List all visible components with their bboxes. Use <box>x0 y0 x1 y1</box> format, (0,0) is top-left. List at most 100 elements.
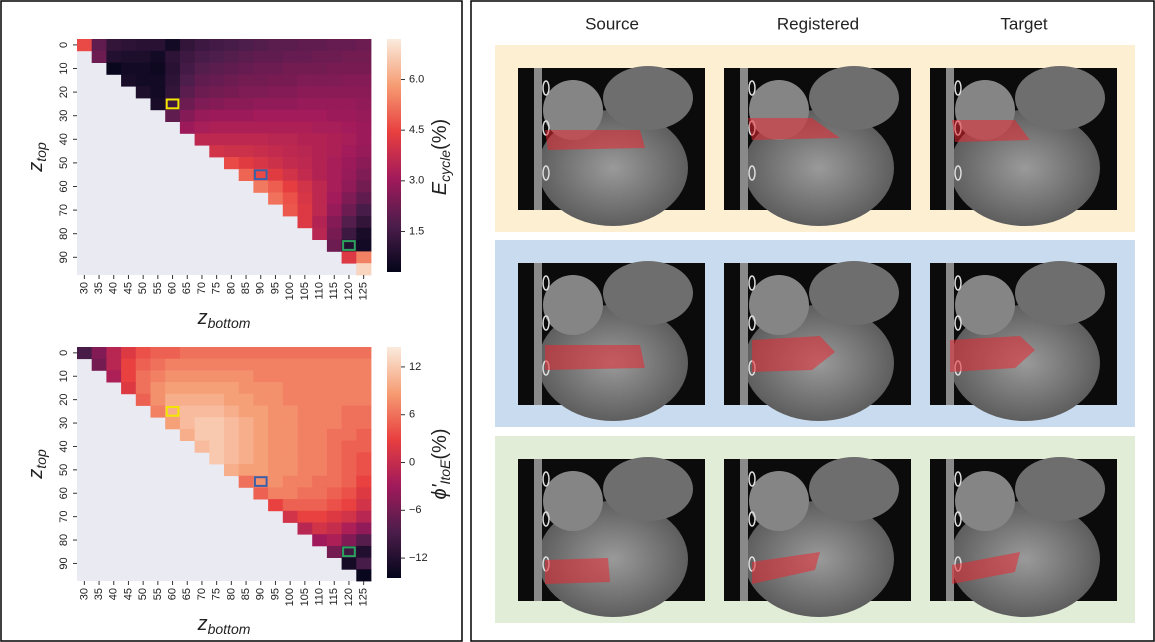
heatmap-cell <box>238 145 254 158</box>
x-tick-label: 80 <box>225 282 237 294</box>
ct-image <box>518 457 705 617</box>
heatmap-cell <box>312 417 328 430</box>
heatmap-cell <box>150 50 166 63</box>
heatmap-cell <box>253 62 269 75</box>
colorbar-tick-label: 6.0 <box>409 73 424 85</box>
heatmap-cell <box>209 133 225 146</box>
heatmap-cell <box>194 50 210 63</box>
x-tick-label: 55 <box>152 282 164 294</box>
heatmap-cell <box>238 417 254 430</box>
heatmap-cell <box>282 168 298 181</box>
heatmap-cell <box>356 358 372 371</box>
heatmap-cell <box>165 417 181 430</box>
ct-image <box>724 66 911 226</box>
heatmap-cell <box>165 74 181 87</box>
heatmap-cell <box>150 347 166 360</box>
ct-organ <box>809 457 899 521</box>
y-tick-label: 90 <box>58 251 70 263</box>
heatmap-cell <box>312 192 328 205</box>
heatmap-cell <box>282 86 298 99</box>
heatmap-cell <box>238 382 254 395</box>
heatmap-cell <box>326 121 342 134</box>
highlight-box <box>342 240 356 251</box>
ct-body-wall <box>740 263 748 405</box>
heatmap-cell <box>297 216 313 229</box>
heatmap-cell <box>224 347 240 360</box>
heatmap-cell <box>356 440 372 453</box>
axis-label-sub: top <box>33 449 49 469</box>
heatmap-cell <box>121 347 137 360</box>
heatmap-cell <box>268 39 284 52</box>
heatmap-cell <box>253 428 269 441</box>
x-tick-label: 35 <box>93 282 105 294</box>
heatmap-cell <box>326 440 342 453</box>
heatmap-cell <box>268 109 284 122</box>
heatmap-cell <box>341 464 357 477</box>
axis-label-sub: ItoE <box>437 459 453 485</box>
x-tick-label: 75 <box>211 282 223 294</box>
axis-label: ztop <box>25 449 48 480</box>
heatmap-cell <box>268 121 284 134</box>
heatmap-cell <box>356 86 372 99</box>
heatmap-cell <box>209 405 225 418</box>
heatmap-cell <box>341 121 357 134</box>
heatmap-cell <box>312 86 328 99</box>
heatmap-cell <box>238 347 254 360</box>
heatmap-cell <box>341 133 357 146</box>
heatmap-cell <box>268 86 284 99</box>
heatmap-cell <box>282 74 298 87</box>
heatmap-cell <box>224 428 240 441</box>
heatmap-cell <box>135 347 151 360</box>
heatmap-cell <box>253 464 269 477</box>
heatmap-cell <box>356 534 372 547</box>
heatmap-cell <box>194 62 210 75</box>
heatmap-cell <box>194 417 210 430</box>
heatmap-cell <box>268 370 284 383</box>
heatmap-cell <box>150 393 166 406</box>
heatmap-cell <box>297 382 313 395</box>
heatmap-cell <box>312 157 328 170</box>
heatmap-cell <box>356 557 372 570</box>
heatmap-cell <box>268 428 284 441</box>
heatmap-cell <box>179 393 195 406</box>
heatmap-cell <box>282 510 298 523</box>
x-tick-label: 115 <box>328 588 340 606</box>
heatmap-cell <box>341 534 357 547</box>
heatmap-cell <box>253 347 269 360</box>
heatmap-cell <box>238 98 254 111</box>
heatmap-cell <box>341 180 357 193</box>
heatmap-cell <box>268 74 284 87</box>
axis-label-sub: bottom <box>208 315 251 331</box>
heatmap-cell <box>282 452 298 465</box>
heatmap-cell <box>341 98 357 111</box>
heatmap-cell <box>253 370 269 383</box>
heatmap-cell <box>209 39 225 52</box>
segmentation-overlay <box>545 345 645 370</box>
heatmap-cell <box>282 475 298 488</box>
heatmap-cell <box>356 347 372 360</box>
ct-body-wall <box>946 263 954 405</box>
heatmap-cell <box>121 74 137 87</box>
heatmap-cell <box>179 74 195 87</box>
heatmap-cell <box>312 499 328 512</box>
heatmap-cell <box>312 133 328 146</box>
heatmap-cell <box>297 452 313 465</box>
y-tick-label: 40 <box>58 133 70 145</box>
heatmap-cell <box>150 358 166 371</box>
heatmap-cell <box>224 382 240 395</box>
ct-rib <box>542 471 550 487</box>
ct-organ <box>955 471 1015 531</box>
heatmap-cell <box>224 86 240 99</box>
ct-body-wall <box>946 68 954 210</box>
heatmap-cell <box>224 39 240 52</box>
ct-body-wall <box>534 68 542 210</box>
ct-rib <box>748 275 756 291</box>
colorbar-tick-label: 0 <box>409 456 415 468</box>
heatmap-cell <box>356 180 372 193</box>
heatmap-cell <box>253 440 269 453</box>
heatmap-cell <box>224 74 240 87</box>
heatmap-cell <box>268 98 284 111</box>
x-tick-label: 30 <box>78 282 90 294</box>
heatmap-cell <box>312 39 328 52</box>
heatmap-cell <box>194 98 210 111</box>
